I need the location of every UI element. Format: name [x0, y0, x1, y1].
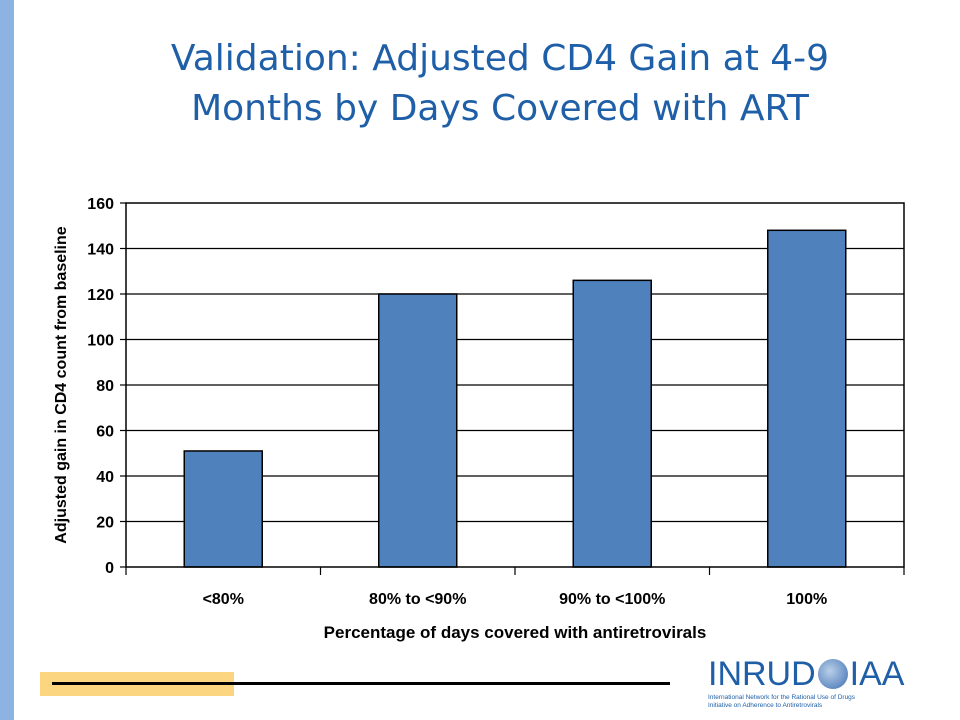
globe-icon — [817, 659, 848, 689]
y-tick-label: 160 — [87, 196, 114, 213]
footer-rule — [52, 682, 670, 685]
y-tick-label: 60 — [96, 424, 114, 441]
y-tick-label: 80 — [96, 378, 114, 395]
x-tick-label: 100% — [786, 591, 827, 608]
x-axis-label: Percentage of days covered with antiretr… — [324, 623, 707, 642]
x-tick-label: <80% — [203, 591, 244, 608]
bars — [183, 229, 847, 568]
bar-2 — [572, 279, 652, 568]
x-tick-label: 90% to <100% — [559, 591, 665, 608]
y-tick-label: 0 — [105, 560, 114, 577]
y-tick-label: 120 — [87, 287, 114, 304]
logo-wordmark: INRUD IAA — [708, 656, 904, 692]
bar-1 — [378, 293, 458, 568]
logo-left-text: INRUD — [708, 655, 816, 693]
logo-subtitle-line-2: Initiative on Adherence to Antiretrovira… — [708, 702, 823, 709]
slide-title-line-2: Months by Days Covered with ART — [191, 88, 809, 129]
bar-chart: 0 20 40 60 80 100 120 140 160 <80% 80% to <90% 90%… — [53, 196, 905, 642]
logo-right-text: IAA — [849, 655, 905, 693]
y-tick-label: 100 — [87, 333, 114, 350]
y-tick-label: 40 — [96, 469, 114, 486]
slide-title-line-1: Validation: Adjusted CD4 Gain at 4-9 — [170, 38, 830, 79]
x-axis-ticks: <80% 80% to <90% 90% to <100% 100% — [125, 567, 905, 608]
y-axis-ticks: 0 20 40 60 80 100 120 140 160 — [87, 196, 126, 577]
x-tick-label: 80% to <90% — [369, 591, 466, 608]
logo-subtitle-line-1: International Network for the Rational U… — [708, 694, 856, 701]
y-axis-label: Adjusted gain in CD4 count from baseline — [53, 226, 70, 543]
slide-title: Validation: Adjusted CD4 Gain at 4-9 Mon… — [60, 34, 940, 134]
bar-3 — [767, 229, 847, 568]
logo-subtitle: International Network for the Rational U… — [708, 694, 855, 710]
bar-0 — [183, 450, 263, 568]
inrud-iaa-logo: INRUD IAA International Network for the R… — [700, 652, 940, 712]
left-accent-stripe — [0, 0, 14, 720]
y-tick-label: 20 — [96, 515, 114, 532]
y-tick-label: 140 — [87, 242, 114, 259]
